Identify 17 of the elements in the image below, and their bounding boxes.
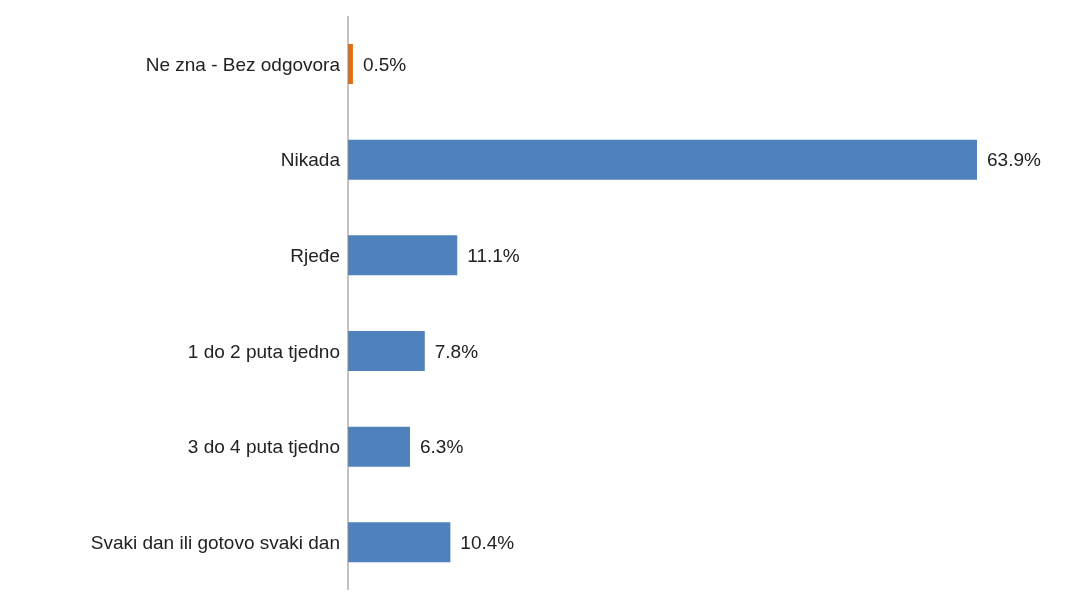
bar	[348, 235, 458, 276]
y-tick-label: Rjeđe	[290, 244, 340, 266]
data-label: 7.8%	[434, 340, 479, 362]
y-tick-label: 3 do 4 puta tjedno	[187, 436, 340, 458]
data-label: 6.3%	[420, 436, 464, 458]
y-tick-label: Svaki dan ili gotovo svaki dan	[90, 531, 340, 553]
y-tick-label: 1 do 2 puta tjedno	[187, 340, 340, 362]
bar	[348, 426, 411, 467]
y-tick-label: Nikada	[280, 149, 341, 171]
bar	[348, 331, 425, 371]
data-label: 0.5%	[362, 53, 407, 75]
data-label: 11.1%	[467, 245, 520, 267]
bar	[348, 139, 977, 180]
bar	[348, 522, 451, 563]
y-tick-label: Ne zna - Bez odgovora	[145, 53, 341, 75]
data-label: 10.4%	[460, 532, 515, 554]
data-label: 63.9%	[987, 149, 1041, 171]
